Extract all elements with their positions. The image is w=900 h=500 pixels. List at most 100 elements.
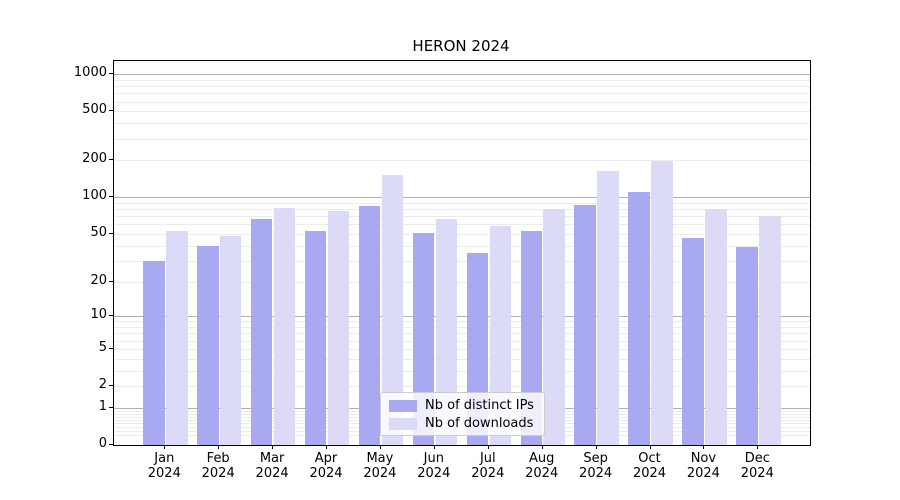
bar-downloads-feb <box>219 236 242 445</box>
y-tick-mark-200 <box>109 159 113 161</box>
gridline-minor-400 <box>114 123 810 125</box>
x-tick-mark-apr <box>326 445 327 449</box>
bar-distinct-ips-feb <box>197 245 219 445</box>
gridline-minor-90 <box>114 202 810 204</box>
legend-item-distinct-ips: Nb of distinct IPs <box>381 397 544 415</box>
gridline-minor-7 <box>114 333 810 335</box>
gridline-minor-3 <box>114 370 810 372</box>
x-tick-mark-sep <box>595 445 597 449</box>
bar-downloads-apr <box>327 211 350 445</box>
gridline-major-10 <box>114 316 810 318</box>
x-tick-mark-mar <box>272 445 274 449</box>
x-tick-mark-oct <box>649 445 651 449</box>
y-tick-label-200: 200 <box>82 151 107 167</box>
x-tick-month: Aug <box>528 451 555 466</box>
legend-item-downloads: Nb of downloads <box>381 415 544 433</box>
x-tick-year: 2024 <box>740 466 774 481</box>
y-tick-mark-10 <box>109 315 113 317</box>
bar-distinct-ips-oct <box>628 191 650 445</box>
bar-distinct-ips-may <box>358 206 381 445</box>
x-tick-month: Mar <box>259 451 285 466</box>
x-tick-month: Jun <box>423 451 444 466</box>
y-tick-mark-2 <box>109 385 113 386</box>
x-tick-year: 2024 <box>525 466 559 481</box>
bar-distinct-ips-mar <box>250 219 273 445</box>
x-tick-label-jul: Jul 2024 <box>458 451 518 481</box>
y-tick-label-2: 2 <box>98 377 107 392</box>
y-tick-mark-0 <box>109 444 113 445</box>
bar-downloads-sep <box>597 171 619 445</box>
x-tick-year: 2024 <box>309 466 343 481</box>
gridline-minor-9 <box>114 321 810 323</box>
x-tick-month: Sep <box>583 451 608 466</box>
bar-downloads-oct <box>651 160 673 445</box>
y-tick-label-50: 50 <box>90 225 107 240</box>
x-tick-year: 2024 <box>147 466 181 481</box>
y-tick-label-20: 20 <box>90 272 107 288</box>
bar-downloads-jan <box>166 230 188 445</box>
x-tick-month: Oct <box>638 451 661 466</box>
x-tick-mark-aug <box>541 445 543 449</box>
y-tick-mark-5 <box>109 347 113 349</box>
gridline-minor-5 <box>114 348 810 350</box>
legend-swatch-distinct-ips-icon <box>389 400 417 412</box>
y-tick-mark-1 <box>109 406 113 408</box>
y-tick-mark-50 <box>109 233 113 234</box>
gridline-minor-50 <box>114 234 810 235</box>
gridline-minor-2 <box>114 386 810 387</box>
x-tick-year: 2024 <box>201 466 235 481</box>
y-tick-label-500: 500 <box>82 102 107 118</box>
x-tick-mark-may <box>379 445 381 449</box>
gridline-major-100 <box>114 197 810 199</box>
x-tick-year: 2024 <box>471 466 505 481</box>
y-tick-label-10: 10 <box>90 307 107 323</box>
gridline-minor-80 <box>114 209 810 211</box>
x-tick-mark-jan <box>164 445 166 449</box>
gridline-minor-300 <box>114 138 810 140</box>
bar-downloads-jun <box>435 218 457 445</box>
x-tick-label-jun: Jun 2024 <box>404 451 464 481</box>
x-tick-mark-jun <box>433 445 435 449</box>
x-tick-mark-jul <box>487 445 489 449</box>
legend-label-downloads: Nb of downloads <box>425 416 534 431</box>
x-tick-mark-dec <box>757 445 759 449</box>
x-tick-mark-nov <box>703 445 705 449</box>
x-tick-month: Dec <box>744 451 770 466</box>
y-tick-label-1: 1 <box>98 398 107 414</box>
y-tick-mark-100 <box>109 196 113 198</box>
x-tick-month: Nov <box>690 451 717 466</box>
gridline-minor-4 <box>114 358 810 360</box>
gridline-minor-700 <box>114 93 810 95</box>
bar-downloads-nov <box>705 209 727 445</box>
x-tick-label-aug: Aug 2024 <box>512 451 572 481</box>
x-tick-year: 2024 <box>579 466 613 481</box>
gridline-minor-500 <box>114 111 810 113</box>
x-tick-month: Jan <box>154 451 175 466</box>
bar-downloads-may <box>381 175 404 445</box>
x-tick-label-oct: Oct 2024 <box>620 451 680 481</box>
gridline-minor-30 <box>114 260 810 262</box>
gridline-minor-6 <box>114 340 810 342</box>
x-tick-label-jan: Jan 2024 <box>134 451 194 481</box>
gridline-major-1000 <box>114 74 810 76</box>
x-tick-year: 2024 <box>363 466 397 481</box>
legend-label-distinct-ips: Nb of distinct IPs <box>425 398 534 413</box>
x-tick-label-feb: Feb 2024 <box>188 451 248 481</box>
bar-distinct-ips-nov <box>682 238 704 445</box>
bar-downloads-dec <box>759 215 781 445</box>
chart-title: HERON 2024 <box>412 37 510 55</box>
y-tick-mark-20 <box>109 280 113 282</box>
gridline-minor-20 <box>114 281 810 283</box>
gridline-minor-800 <box>114 86 810 88</box>
gridline-minor-60 <box>114 224 810 226</box>
x-tick-label-mar: Mar 2024 <box>242 451 302 481</box>
bar-distinct-ips-apr <box>304 230 327 445</box>
x-tick-year: 2024 <box>255 466 289 481</box>
bar-downloads-jul <box>489 226 511 445</box>
legend-swatch-downloads-icon <box>389 418 417 430</box>
y-tick-label-100: 100 <box>82 188 107 204</box>
y-tick-mark-500 <box>109 110 113 112</box>
gridline-minor-8 <box>114 327 810 329</box>
x-tick-label-dec: Dec 2024 <box>727 451 787 481</box>
